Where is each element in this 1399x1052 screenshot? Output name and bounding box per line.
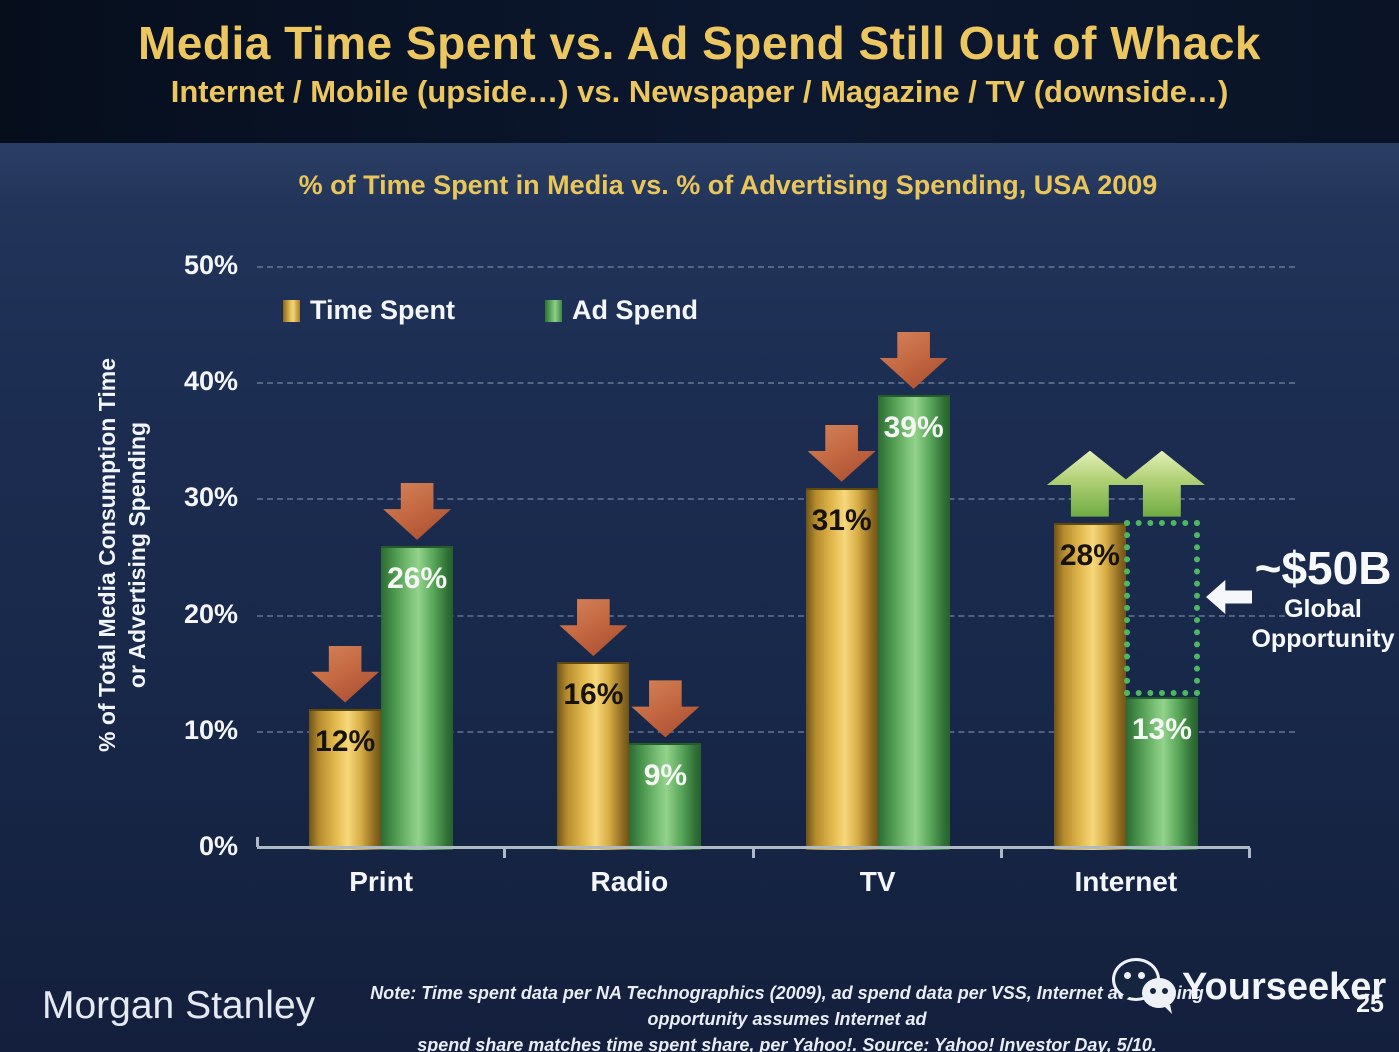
legend-item-ad-spend: Ad Spend bbox=[545, 295, 698, 326]
bar-value-label: 31% bbox=[811, 503, 872, 537]
legend-item-time-spent: Time Spent bbox=[283, 295, 455, 326]
source-note: Note: Time spent data per NA Technograph… bbox=[318, 980, 1256, 1052]
legend-label: Time Spent bbox=[310, 295, 456, 325]
gridline bbox=[257, 382, 1295, 385]
legend-label: Ad Spend bbox=[572, 295, 698, 325]
wechat-icon bbox=[1112, 958, 1178, 1016]
category-label-print: Print bbox=[349, 866, 414, 897]
gridline bbox=[257, 498, 1295, 501]
y-axis-tick-label: 40% bbox=[183, 366, 238, 397]
bar-radio-ad-spend: 9% bbox=[629, 743, 702, 850]
x-axis-line bbox=[257, 846, 1250, 849]
bar-print-time-spent: 12% bbox=[309, 708, 382, 850]
x-axis-tick bbox=[999, 848, 1003, 858]
bar-value-label: 26% bbox=[387, 561, 448, 595]
gridline bbox=[257, 266, 1295, 268]
x-axis-stub bbox=[256, 837, 259, 847]
watermark: Yourseeker bbox=[1112, 958, 1386, 1016]
opportunity-label-line1: Global bbox=[1284, 595, 1362, 623]
slide-subtitle: Internet / Mobile (upside…) vs. Newspape… bbox=[170, 74, 1229, 109]
bar-value-label: 16% bbox=[563, 678, 624, 712]
x-axis-tick bbox=[503, 848, 507, 858]
y-axis-title-line1: % of Total Media Consumption Time bbox=[94, 358, 120, 752]
x-axis-tick bbox=[751, 848, 755, 858]
y-axis-tick-label: 10% bbox=[183, 714, 238, 745]
bar-value-label: 28% bbox=[1059, 538, 1120, 572]
gridline bbox=[257, 730, 1295, 733]
header-band bbox=[0, 0, 1399, 143]
bar-value-label: 12% bbox=[315, 724, 376, 758]
bar-value-label: 39% bbox=[883, 410, 944, 444]
opportunity-label-line2: Opportunity bbox=[1251, 625, 1395, 653]
x-axis-tick bbox=[1248, 848, 1251, 858]
bar-tv-time-spent: 31% bbox=[805, 487, 878, 850]
chart-background bbox=[0, 143, 1399, 1052]
bar-print-ad-spend: 26% bbox=[381, 545, 454, 850]
bar-internet-ad-spend: 13% bbox=[1125, 696, 1198, 850]
source-note-line2: spend share matches time spent share, pe… bbox=[417, 1035, 1157, 1052]
y-axis-tick-label: 30% bbox=[183, 482, 238, 513]
y-axis-title: % of Total Media Consumption Time or Adv… bbox=[92, 255, 152, 855]
bar-value-label: 13% bbox=[1131, 712, 1192, 746]
y-axis-tick-label: 50% bbox=[183, 250, 238, 280]
watermark-text: Yourseeker bbox=[1182, 965, 1387, 1008]
time-spent-swatch-icon bbox=[283, 299, 300, 322]
bar-tv-ad-spend: 39% bbox=[877, 394, 950, 850]
source-note-line1: Note: Time spent data per NA Technograph… bbox=[370, 983, 1204, 1029]
bar-radio-time-spent: 16% bbox=[557, 662, 630, 850]
y-axis-tick-label: 20% bbox=[183, 598, 238, 629]
y-axis-title-line2: or Advertising Spending bbox=[124, 421, 150, 689]
bar-internet-time-spent: 28% bbox=[1053, 522, 1126, 850]
page-number: 25 bbox=[1356, 990, 1384, 1018]
chart-title: % of Time Spent in Media vs. % of Advert… bbox=[298, 170, 1158, 200]
opportunity-gap-box bbox=[1124, 520, 1200, 696]
morgan-stanley-logo: Morgan Stanley bbox=[42, 984, 316, 1027]
gridline bbox=[257, 614, 1295, 617]
slide-title: Media Time Spent vs. Ad Spend Still Out … bbox=[137, 17, 1262, 69]
bar-value-label: 9% bbox=[643, 759, 688, 793]
opportunity-value: ~$50B bbox=[1254, 542, 1392, 594]
category-label-tv: TV bbox=[859, 866, 896, 897]
y-axis-tick-label: 0% bbox=[198, 831, 238, 861]
opportunity-annotation: ~$50B Global Opportunity bbox=[1243, 542, 1399, 654]
ad-spend-swatch-icon bbox=[545, 299, 562, 322]
category-label-internet: Internet bbox=[1074, 866, 1178, 897]
category-label-radio: Radio bbox=[590, 866, 669, 897]
